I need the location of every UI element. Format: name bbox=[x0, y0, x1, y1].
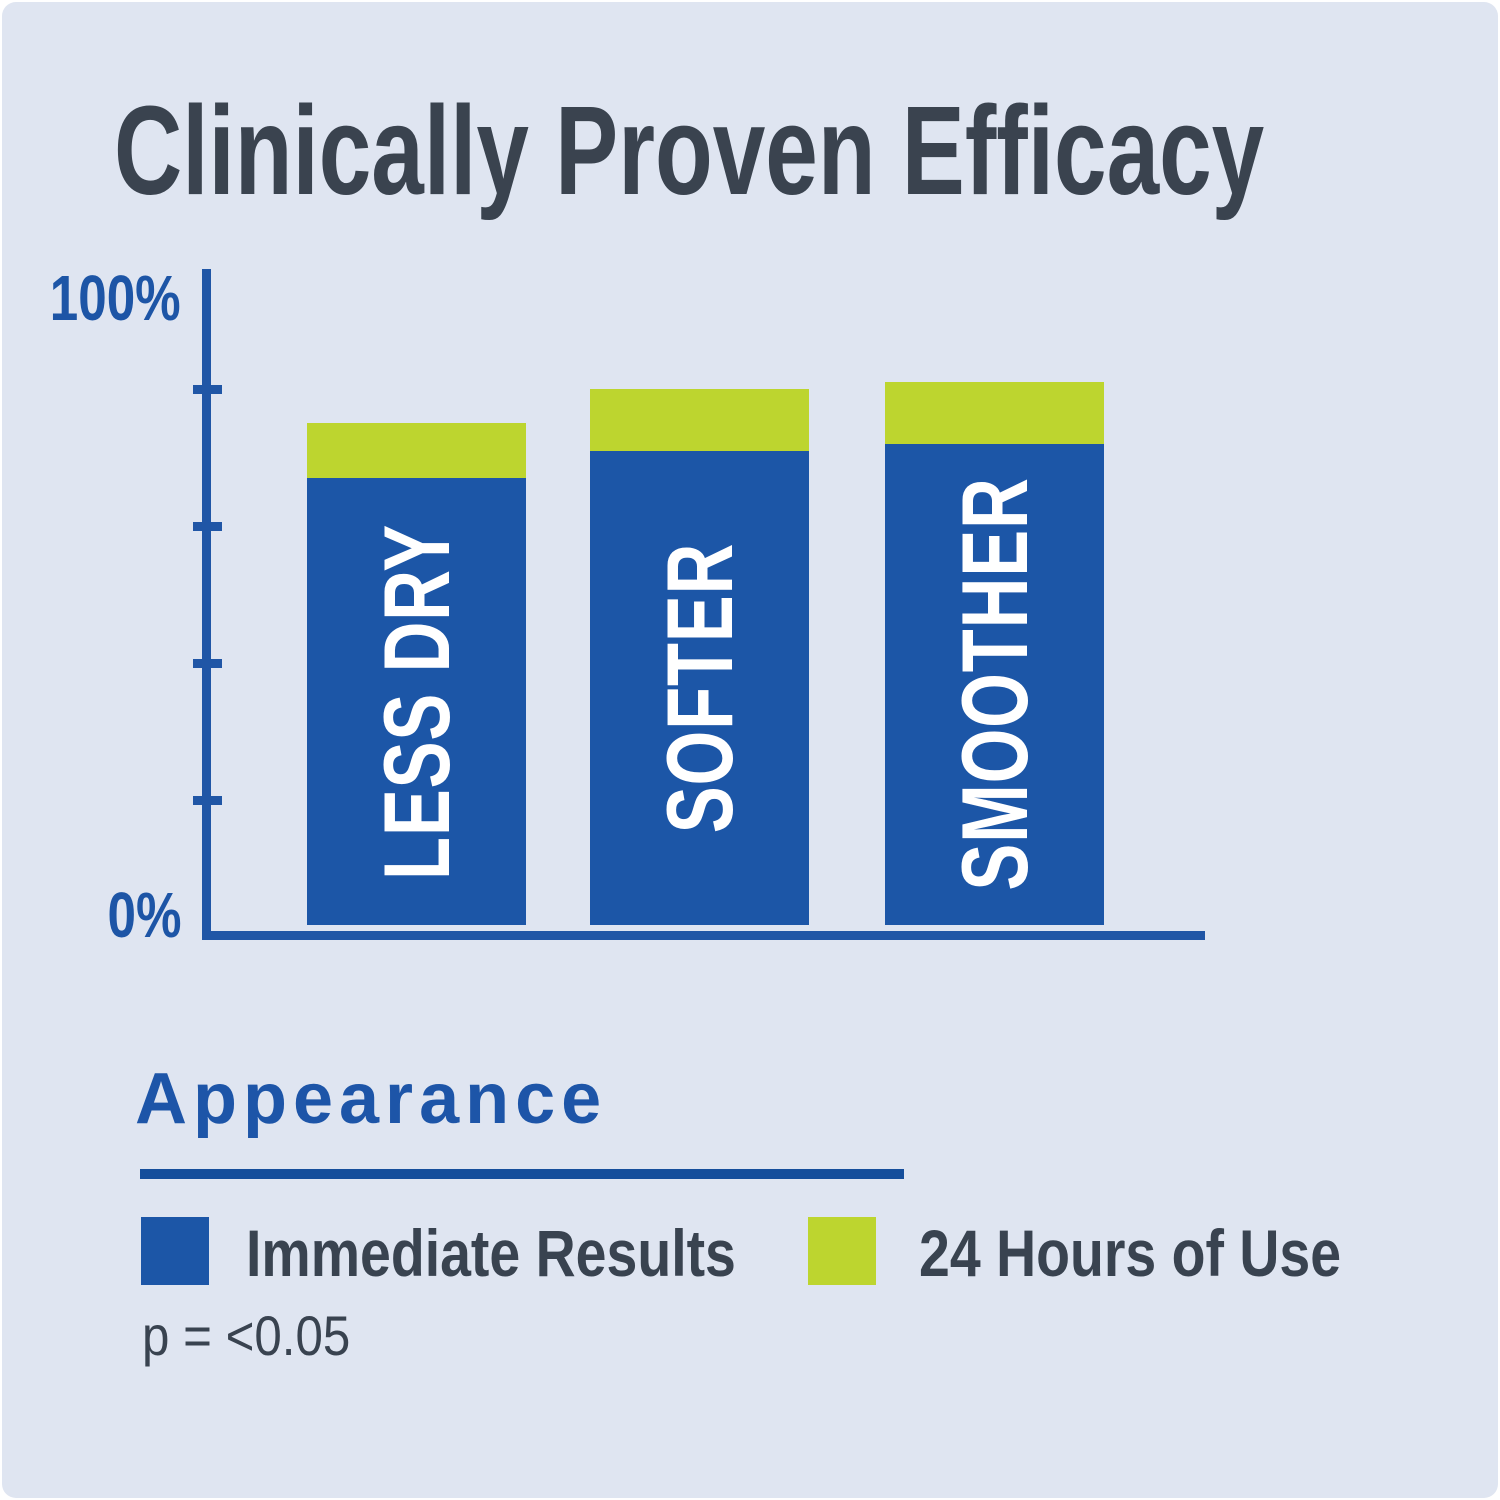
tick-mark bbox=[193, 658, 222, 668]
bar-segment-24h bbox=[307, 423, 526, 479]
y-axis-label-0: 0% bbox=[107, 879, 181, 951]
bar-label-softer: SOFTER bbox=[646, 542, 752, 834]
tick-mark bbox=[193, 384, 222, 394]
legend-swatch-immediate bbox=[141, 1217, 209, 1285]
bar-softer: SOFTER bbox=[590, 389, 809, 925]
legend-swatch-24h bbox=[808, 1217, 876, 1285]
legend-underline bbox=[140, 1169, 904, 1179]
x-axis bbox=[202, 931, 1205, 940]
bar-segment-immediate: LESS DRY bbox=[307, 478, 526, 925]
legend-label-24h: 24 Hours of Use bbox=[919, 1216, 1342, 1290]
bar-smoother: SMOOTHER bbox=[885, 382, 1104, 925]
legend-title: Appearance bbox=[135, 1059, 608, 1139]
bar-label-smoother: SMOOTHER bbox=[941, 477, 1047, 892]
page-title: Clinically Proven Efficacy bbox=[114, 80, 1265, 221]
y-axis bbox=[202, 269, 211, 940]
tick-mark bbox=[193, 795, 222, 805]
bar-segment-24h bbox=[590, 389, 809, 451]
p-value-note: p = <0.05 bbox=[142, 1304, 351, 1367]
bar-segment-24h bbox=[885, 382, 1104, 444]
bar-segment-immediate: SMOOTHER bbox=[885, 443, 1104, 925]
y-axis-label-100: 100% bbox=[50, 262, 181, 334]
legend-label-immediate: Immediate Results bbox=[246, 1216, 736, 1290]
bar-less-dry: LESS DRY bbox=[307, 423, 526, 925]
tick-mark bbox=[193, 521, 222, 531]
bar-label-less-dry: LESS DRY bbox=[363, 523, 469, 880]
bar-segment-immediate: SOFTER bbox=[590, 450, 809, 925]
